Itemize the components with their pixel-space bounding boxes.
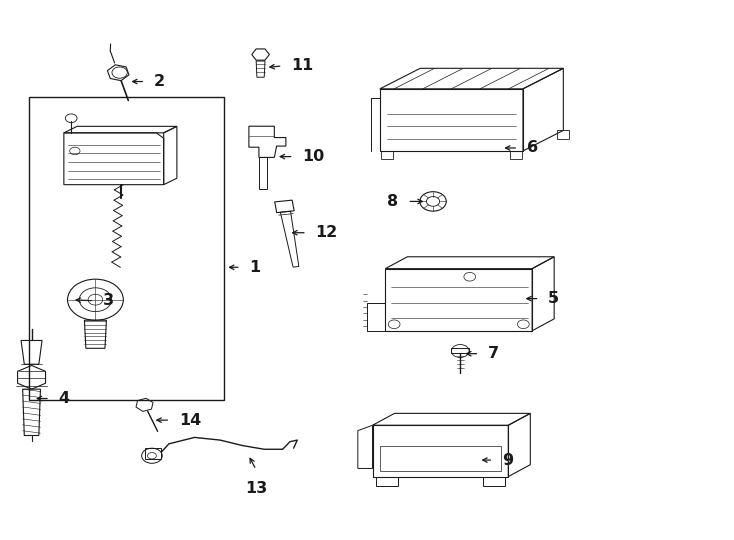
Text: 4: 4 — [59, 391, 70, 406]
Text: 12: 12 — [316, 225, 338, 240]
Text: 7: 7 — [488, 346, 499, 361]
Bar — [380, 446, 501, 471]
Text: 2: 2 — [154, 74, 165, 89]
Bar — [29, 97, 224, 400]
Text: 3: 3 — [103, 293, 114, 308]
Text: 14: 14 — [179, 413, 201, 428]
Text: 6: 6 — [527, 140, 538, 156]
Text: 8: 8 — [388, 194, 399, 209]
Text: 13: 13 — [245, 481, 267, 496]
Text: 9: 9 — [502, 453, 513, 468]
Text: 11: 11 — [291, 58, 313, 73]
Text: 10: 10 — [302, 149, 324, 164]
Text: 1: 1 — [250, 260, 261, 275]
Text: 5: 5 — [548, 291, 559, 306]
